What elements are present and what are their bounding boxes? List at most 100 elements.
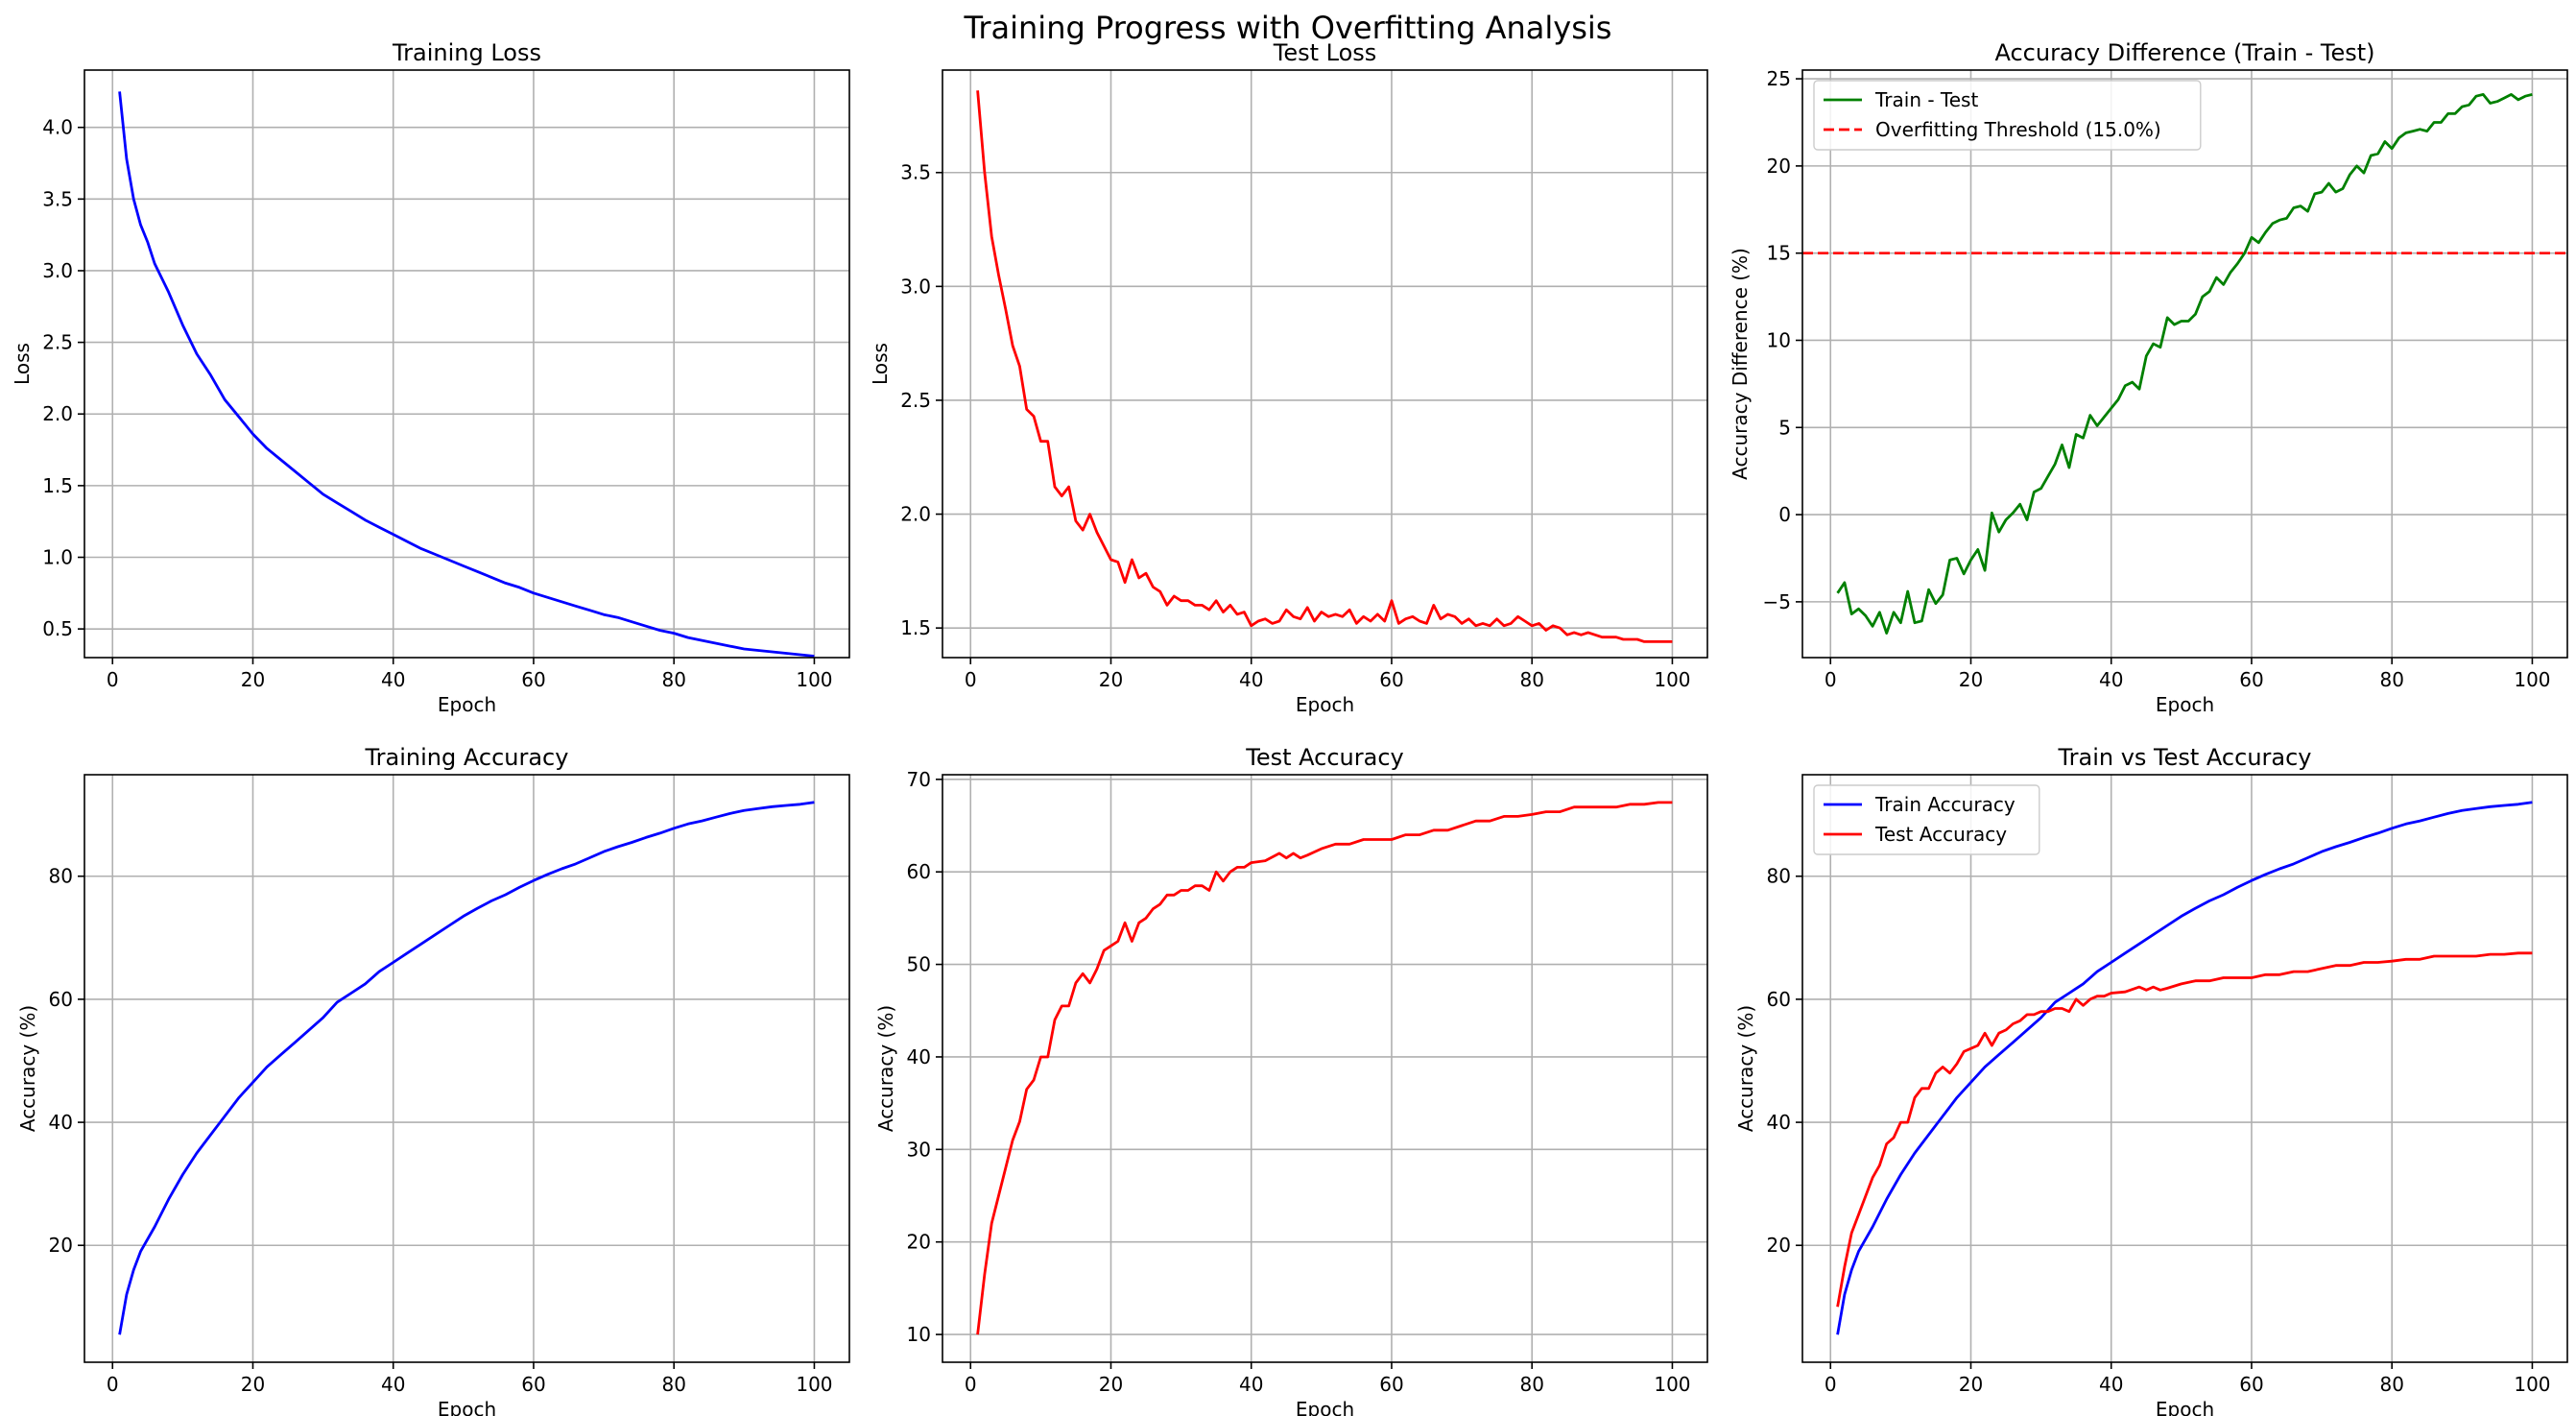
y-tick-label: 5 bbox=[1778, 416, 1791, 439]
y-tick-label: 40 bbox=[1767, 1111, 1791, 1134]
x-tick-label: 0 bbox=[1825, 668, 1837, 691]
y-tick-label: 3.5 bbox=[42, 187, 73, 210]
legend: Train Accuracy Test Accuracy bbox=[1814, 785, 2039, 854]
x-tick-label: 100 bbox=[2514, 668, 2550, 691]
y-tick-label: 0.5 bbox=[42, 617, 73, 640]
series-line-test-accuracy bbox=[1838, 953, 2533, 1308]
y-tick-label: 20 bbox=[1767, 155, 1791, 178]
x-tick-label: 40 bbox=[2099, 668, 2123, 691]
y-tick-label: 60 bbox=[1767, 988, 1791, 1011]
axes-frame bbox=[942, 70, 1707, 658]
x-tick-label: 60 bbox=[1379, 1373, 1403, 1396]
subplot-test-accuracy: 0 20 40 60 80 100 10 20 30 40 50 60 70 Test Accuracy E… bbox=[874, 744, 1707, 1416]
subplot-training-loss: 0 20 40 60 80 100 0.5 1.0 1.5 2.0 2.5 3.0 3.5 4.0 Trai… bbox=[11, 39, 849, 716]
series-line-0 bbox=[978, 803, 1673, 1334]
x-axis-label: Epoch bbox=[1296, 1398, 1354, 1416]
subplot-title: Test Loss bbox=[1273, 39, 1377, 66]
y-tick-label: 3.0 bbox=[42, 259, 73, 282]
x-tick-label: 100 bbox=[1654, 1373, 1690, 1396]
x-axis-label: Epoch bbox=[2156, 693, 2214, 716]
series-line-train-test bbox=[1838, 94, 2533, 633]
x-tick-label: 0 bbox=[107, 1373, 119, 1396]
y-tick-label: 1.0 bbox=[42, 546, 73, 569]
y-tick-label: 2.5 bbox=[42, 331, 73, 354]
y-tick-label: 60 bbox=[907, 860, 931, 883]
x-tick-label: 60 bbox=[2239, 1373, 2263, 1396]
y-tick-label: 20 bbox=[49, 1234, 73, 1257]
y-axis-label: Accuracy (%) bbox=[874, 1005, 897, 1132]
x-tick-label: 80 bbox=[2379, 668, 2403, 691]
legend-label: Overfitting Threshold (15.0%) bbox=[1875, 118, 2161, 141]
y-tick-label: 10 bbox=[907, 1323, 931, 1346]
x-tick-label: 80 bbox=[661, 668, 685, 691]
y-tick-label: 40 bbox=[49, 1111, 73, 1134]
y-axis-label: Loss bbox=[869, 343, 892, 385]
x-tick-label: 20 bbox=[1959, 1373, 1983, 1396]
y-tick-label: 4.0 bbox=[42, 116, 73, 139]
x-tick-label: 40 bbox=[1239, 668, 1263, 691]
y-tick-label: 15 bbox=[1767, 242, 1791, 265]
x-tick-label: 40 bbox=[1239, 1373, 1263, 1396]
x-tick-label: 20 bbox=[1099, 668, 1123, 691]
legend-label: Train Accuracy bbox=[1874, 793, 2015, 816]
y-tick-label: 20 bbox=[1767, 1234, 1791, 1257]
x-tick-label: 20 bbox=[1959, 668, 1983, 691]
x-tick-label: 40 bbox=[381, 1373, 405, 1396]
y-tick-label: 2.0 bbox=[42, 402, 73, 425]
y-tick-label: 1.5 bbox=[900, 616, 931, 639]
subplot-accuracy-difference: 0 20 40 60 80 100 −5 0 5 10 15 20 25 Accuracy Differe… bbox=[1729, 39, 2567, 716]
subplot-training-accuracy: 0 20 40 60 80 100 20 40 60 80 Training Accuracy Epo… bbox=[16, 744, 849, 1416]
y-tick-label: 3.0 bbox=[900, 275, 931, 298]
y-tick-label: 40 bbox=[907, 1045, 931, 1068]
subplot-title: Training Accuracy bbox=[365, 744, 569, 771]
x-tick-label: 60 bbox=[1379, 668, 1403, 691]
subplot-test-loss: 0 20 40 60 80 100 1.5 2.0 2.5 3.0 3.5 Test Loss Epoc… bbox=[869, 39, 1707, 716]
y-tick-label: 10 bbox=[1767, 328, 1791, 351]
x-axis-label: Epoch bbox=[438, 693, 496, 716]
x-tick-label: 100 bbox=[796, 1373, 832, 1396]
x-tick-label: 40 bbox=[2099, 1373, 2123, 1396]
x-tick-label: 80 bbox=[1519, 1373, 1543, 1396]
x-tick-label: 40 bbox=[381, 668, 405, 691]
x-tick-label: 0 bbox=[965, 668, 977, 691]
subplot-train-vs-test-accuracy: 0 20 40 60 80 10020406080Train vs Test Accura… bbox=[1734, 744, 2567, 1416]
y-tick-label: 0 bbox=[1778, 503, 1791, 526]
y-axis-label: Accuracy Difference (%) bbox=[1729, 248, 1752, 480]
x-axis-label: Epoch bbox=[2156, 1398, 2214, 1416]
y-tick-label: 50 bbox=[907, 953, 931, 976]
y-axis-label: Accuracy (%) bbox=[16, 1005, 39, 1132]
y-tick-label: 3.5 bbox=[900, 161, 931, 184]
x-tick-label: 80 bbox=[2379, 1373, 2403, 1396]
axes-frame bbox=[84, 70, 849, 658]
series-line-0 bbox=[120, 91, 815, 656]
x-tick-label: 0 bbox=[107, 668, 119, 691]
legend-label: Test Accuracy bbox=[1874, 823, 2007, 846]
y-tick-label: 2.0 bbox=[900, 503, 931, 526]
x-axis-label: Epoch bbox=[438, 1398, 496, 1416]
y-tick-label: −5 bbox=[1763, 590, 1791, 613]
x-tick-label: 0 bbox=[965, 1373, 977, 1396]
axes-frame bbox=[1802, 70, 2567, 658]
legend-label: Train - Test bbox=[1874, 88, 1978, 111]
axes-frame bbox=[942, 775, 1707, 1362]
x-tick-label: 60 bbox=[2239, 668, 2263, 691]
subplot-title: Test Accuracy bbox=[1245, 744, 1403, 771]
x-tick-label: 80 bbox=[661, 1373, 685, 1396]
x-tick-label: 100 bbox=[2514, 1373, 2550, 1396]
legend: Train - Test Overfitting Threshold (15.0%… bbox=[1814, 81, 2201, 150]
x-tick-label: 80 bbox=[1519, 668, 1543, 691]
x-tick-label: 100 bbox=[1654, 668, 1690, 691]
x-tick-label: 20 bbox=[241, 1373, 265, 1396]
x-tick-label: 60 bbox=[521, 668, 545, 691]
x-tick-label: 20 bbox=[241, 668, 265, 691]
axes-frame bbox=[84, 775, 849, 1362]
y-tick-label: 80 bbox=[1767, 865, 1791, 888]
y-tick-label: 70 bbox=[907, 768, 931, 791]
x-axis-label: Epoch bbox=[1296, 693, 1354, 716]
y-tick-label: 30 bbox=[907, 1138, 931, 1161]
subplot-title: Training Loss bbox=[392, 39, 541, 66]
x-tick-label: 100 bbox=[796, 668, 832, 691]
y-tick-label: 25 bbox=[1767, 67, 1791, 90]
axes-frame bbox=[1802, 775, 2567, 1362]
